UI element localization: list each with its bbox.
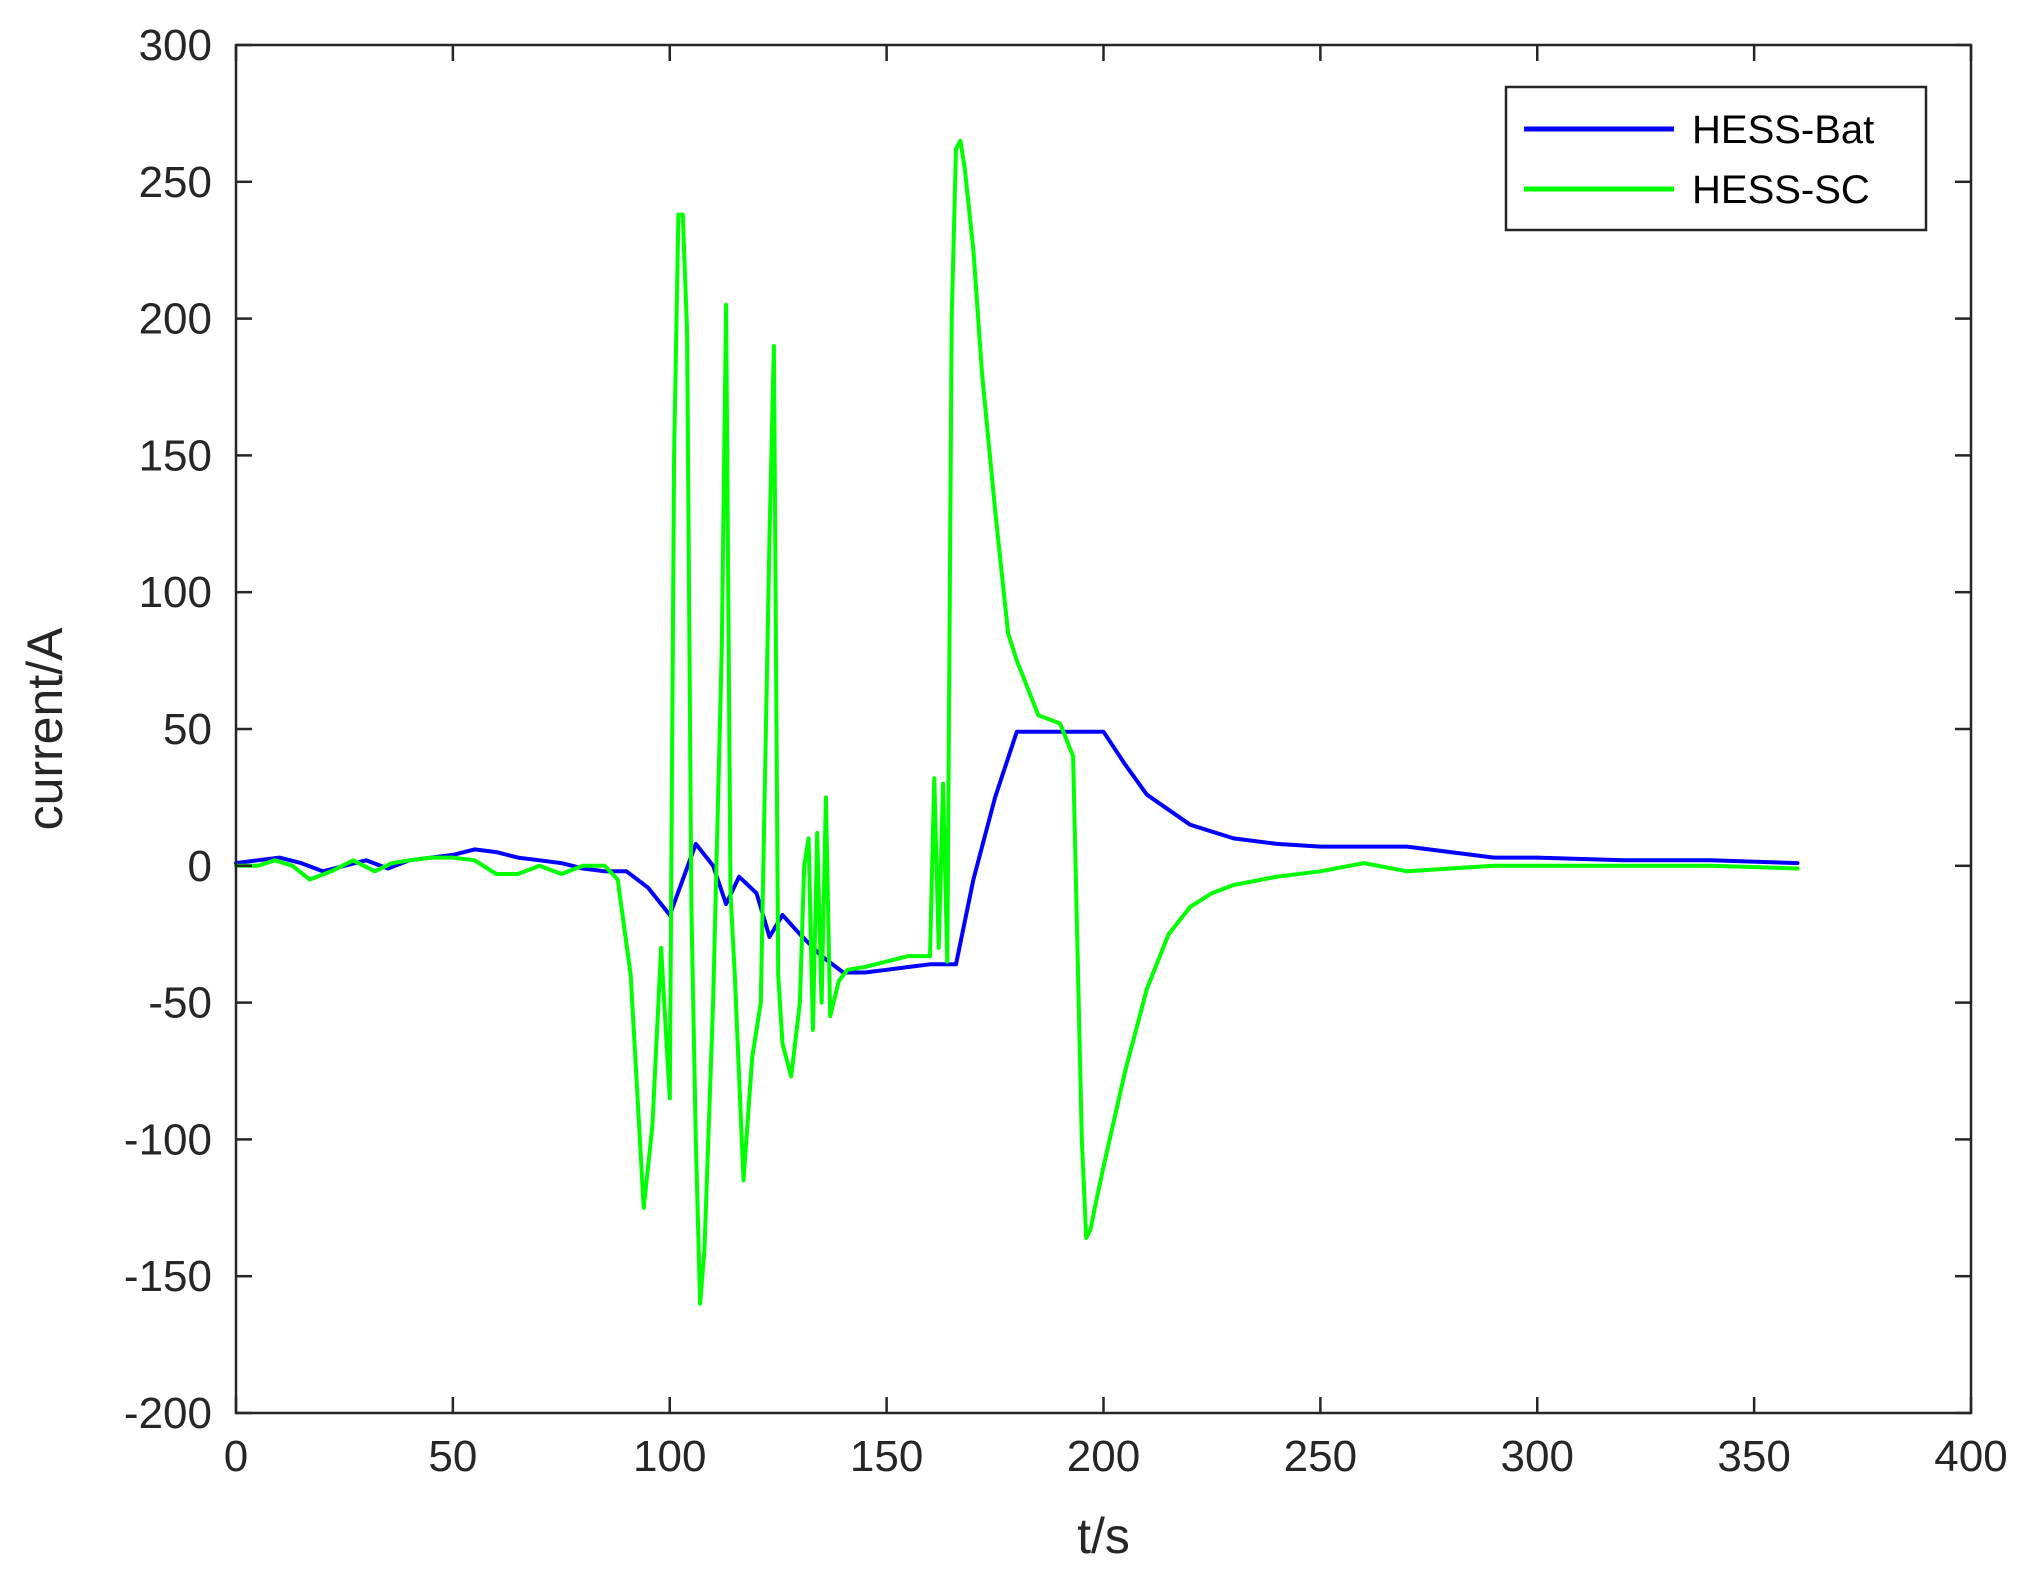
legend-box bbox=[1504, 85, 1928, 232]
legend-label-hess-sc: HESS-SC bbox=[1692, 168, 1870, 212]
y-tick-label: -50 bbox=[148, 979, 212, 1028]
y-tick-label: 200 bbox=[139, 295, 212, 344]
x-tick-label: 50 bbox=[428, 1432, 477, 1481]
x-tick-label: 300 bbox=[1501, 1432, 1574, 1481]
x-tick-label: 0 bbox=[224, 1432, 248, 1481]
legend: HESS-Bat HESS-SC bbox=[1504, 85, 1928, 232]
x-tick-label: 150 bbox=[850, 1432, 923, 1481]
y-tick-label: 150 bbox=[139, 431, 212, 480]
x-tick-label: 400 bbox=[1934, 1432, 2007, 1481]
x-tick-label: 100 bbox=[633, 1432, 706, 1481]
series-layer bbox=[234, 138, 1800, 1306]
y-tick-label: 50 bbox=[163, 705, 212, 754]
y-axis-title: current/A bbox=[17, 627, 73, 831]
y-axis-ticks: -200 -150 -100 -50 0 50 100 150 200 250 300 bbox=[124, 21, 1971, 1438]
y-tick-label: 100 bbox=[139, 568, 212, 617]
y-tick-label: -200 bbox=[124, 1389, 212, 1438]
x-tick-label: 200 bbox=[1067, 1432, 1140, 1481]
y-tick-label: -100 bbox=[124, 1115, 212, 1164]
legend-label-hess-bat: HESS-Bat bbox=[1692, 108, 1874, 152]
x-tick-label: 250 bbox=[1284, 1432, 1357, 1481]
series-line-hess-sc bbox=[234, 138, 1800, 1306]
y-tick-label: 250 bbox=[139, 158, 212, 207]
x-axis-title: t/s bbox=[1077, 1508, 1130, 1564]
y-tick-label: 0 bbox=[188, 842, 212, 891]
plot-area bbox=[236, 45, 1971, 1413]
x-axis-ticks: 0 50 100 150 200 250 300 350 400 bbox=[224, 45, 2008, 1481]
y-tick-label: 300 bbox=[139, 21, 212, 70]
y-tick-label: -150 bbox=[124, 1252, 212, 1301]
x-tick-label: 350 bbox=[1717, 1432, 1790, 1481]
